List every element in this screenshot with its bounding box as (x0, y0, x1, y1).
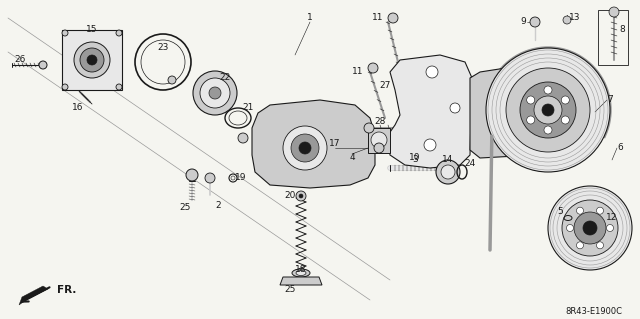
Text: 14: 14 (442, 155, 454, 165)
Circle shape (596, 207, 604, 214)
Polygon shape (280, 277, 322, 285)
Circle shape (544, 86, 552, 94)
Bar (62, 30, 122, 90)
Circle shape (374, 143, 384, 153)
Circle shape (527, 96, 534, 104)
Circle shape (450, 103, 460, 113)
Circle shape (520, 82, 576, 138)
Text: 24: 24 (465, 159, 476, 167)
Circle shape (609, 7, 619, 17)
Text: 21: 21 (243, 102, 253, 112)
Circle shape (577, 207, 584, 214)
Text: 5: 5 (557, 207, 563, 217)
Text: 23: 23 (157, 43, 169, 53)
Text: 3: 3 (412, 155, 418, 165)
Circle shape (561, 116, 570, 124)
Circle shape (368, 63, 378, 73)
Circle shape (527, 116, 534, 124)
Circle shape (548, 186, 632, 270)
Circle shape (116, 84, 122, 90)
Circle shape (87, 55, 97, 65)
Circle shape (506, 68, 590, 152)
Circle shape (186, 169, 198, 181)
Circle shape (534, 96, 562, 124)
Polygon shape (19, 286, 48, 305)
Circle shape (209, 87, 221, 99)
Text: 8: 8 (619, 26, 625, 34)
Circle shape (583, 221, 597, 235)
Polygon shape (388, 55, 472, 168)
Circle shape (193, 71, 237, 115)
Text: 11: 11 (372, 13, 384, 23)
Circle shape (238, 133, 248, 143)
Circle shape (424, 139, 436, 151)
Bar (368, 128, 390, 153)
Text: 26: 26 (14, 56, 26, 64)
Circle shape (205, 173, 215, 183)
Text: 20: 20 (284, 191, 296, 201)
Text: 25: 25 (284, 286, 296, 294)
Circle shape (426, 66, 438, 78)
Circle shape (364, 123, 374, 133)
Circle shape (566, 225, 573, 232)
Text: 27: 27 (380, 80, 390, 90)
Text: 16: 16 (72, 103, 84, 113)
Text: 17: 17 (329, 138, 340, 147)
Circle shape (116, 30, 122, 36)
Circle shape (39, 61, 47, 69)
Circle shape (577, 242, 584, 249)
Polygon shape (470, 65, 540, 158)
Bar (598, 10, 628, 65)
Circle shape (441, 165, 455, 179)
Text: 7: 7 (607, 95, 613, 105)
Circle shape (62, 30, 68, 36)
Text: 6: 6 (617, 144, 623, 152)
Circle shape (542, 104, 554, 116)
Text: 25: 25 (179, 204, 191, 212)
Text: 13: 13 (569, 13, 580, 23)
Circle shape (563, 16, 571, 24)
Circle shape (291, 134, 319, 162)
Circle shape (299, 194, 303, 198)
Circle shape (436, 160, 460, 184)
Circle shape (530, 17, 540, 27)
Text: 11: 11 (352, 68, 364, 77)
Circle shape (562, 200, 618, 256)
Text: 12: 12 (606, 213, 618, 222)
Circle shape (561, 96, 570, 104)
Text: FR.: FR. (57, 285, 76, 295)
Text: 2: 2 (215, 201, 221, 210)
Circle shape (283, 126, 327, 170)
Text: 19: 19 (236, 174, 247, 182)
Text: 22: 22 (220, 73, 230, 83)
Text: 10: 10 (409, 153, 420, 162)
Circle shape (299, 142, 311, 154)
Circle shape (486, 48, 610, 172)
Text: 1: 1 (307, 13, 313, 23)
Ellipse shape (292, 269, 310, 277)
Circle shape (596, 242, 604, 249)
Text: 15: 15 (86, 26, 98, 34)
Circle shape (168, 76, 176, 84)
Circle shape (296, 191, 306, 201)
Text: 28: 28 (374, 117, 386, 127)
Polygon shape (252, 100, 375, 188)
Circle shape (388, 13, 398, 23)
Circle shape (607, 225, 614, 232)
Circle shape (80, 48, 104, 72)
Circle shape (371, 132, 387, 148)
Circle shape (574, 212, 606, 244)
Circle shape (62, 84, 68, 90)
Ellipse shape (296, 271, 306, 276)
Circle shape (74, 42, 110, 78)
Text: 4: 4 (349, 152, 355, 161)
Circle shape (544, 126, 552, 134)
Text: 18: 18 (295, 264, 307, 273)
Circle shape (200, 78, 230, 108)
Text: 9: 9 (520, 18, 526, 26)
Text: 8R43-E1900C: 8R43-E1900C (565, 308, 622, 316)
